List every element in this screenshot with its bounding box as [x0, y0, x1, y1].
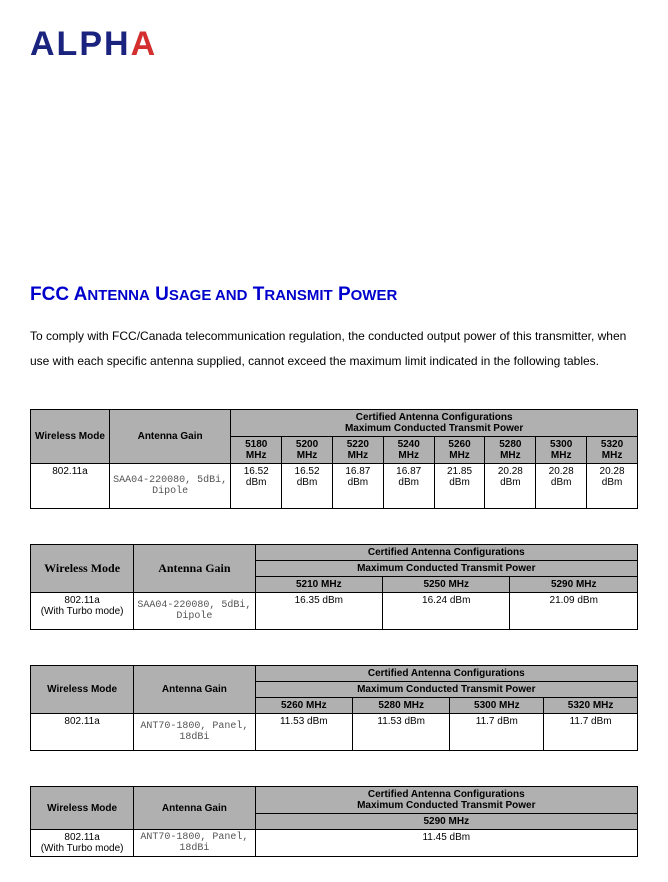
t3-mode-header: Wireless Mode — [31, 666, 134, 714]
t3-freq-3: 5320 MHz — [544, 698, 638, 714]
t2-freq-1: 5250 MHz — [383, 577, 510, 593]
t1-v5: 20.28 dBm — [485, 464, 536, 509]
t1-freq-5: 5280 MHz — [485, 437, 536, 464]
t1-freq-0: 5180 MHz — [231, 437, 282, 464]
t3-antenna: ANT70-1800, Panel, 18dBi — [134, 714, 255, 751]
t2-v0: 16.35 dBm — [255, 593, 382, 630]
page-title: FCC ANTENNA USAGE AND TRANSMIT POWER — [30, 284, 638, 306]
t1-mode-header: Wireless Mode — [31, 410, 110, 464]
t3-v0: 11.53 dBm — [255, 714, 352, 751]
t1-freq-3: 5240 MHz — [383, 437, 434, 464]
t4-freq-0: 5290 MHz — [255, 814, 637, 830]
logo: ALPHA — [30, 25, 638, 64]
t1-freq-1: 5200 MHz — [282, 437, 333, 464]
t1-cert-header: Certified Antenna Configurations Maximum… — [231, 410, 638, 437]
t4-mode-header: Wireless Mode — [31, 787, 134, 830]
intro-text: To comply with FCC/Canada telecommunicat… — [30, 324, 638, 374]
t3-freq-1: 5280 MHz — [353, 698, 450, 714]
t3-v1: 11.53 dBm — [353, 714, 450, 751]
table-2: Wireless Mode Antenna Gain Certified Ant… — [30, 544, 638, 630]
t3-v2: 11.7 dBm — [450, 714, 544, 751]
t3-freq-0: 5260 MHz — [255, 698, 352, 714]
table-1: Wireless Mode Antenna Gain Certified Ant… — [30, 409, 638, 509]
t2-mode-header: Wireless Mode — [31, 545, 134, 593]
t3-mode: 802.11a — [31, 714, 134, 751]
t1-v7: 20.28 dBm — [587, 464, 638, 509]
t4-mode: 802.11a (With Turbo mode) — [31, 830, 134, 857]
t3-max-header: Maximum Conducted Transmit Power — [255, 682, 637, 698]
t3-freq-2: 5300 MHz — [450, 698, 544, 714]
table-row: 802.11a (With Turbo mode) SAA04-220080, … — [31, 593, 638, 630]
t1-v3: 16.87 dBm — [383, 464, 434, 509]
t4-antenna: ANT70-1800, Panel, 18dBi — [134, 830, 255, 857]
t1-freq-7: 5320 MHz — [587, 437, 638, 464]
t2-freq-2: 5290 MHz — [510, 577, 638, 593]
t2-cert-header: Certified Antenna Configurations — [255, 545, 637, 561]
t4-v0: 11.45 dBm — [255, 830, 637, 857]
t2-v1: 16.24 dBm — [383, 593, 510, 630]
t4-gain-header: Antenna Gain — [134, 787, 255, 830]
t4-cert-header: Certified Antenna Configurations Maximum… — [255, 787, 637, 814]
t1-v4: 21.85 dBm — [434, 464, 485, 509]
t1-freq-4: 5260 MHz — [434, 437, 485, 464]
t2-v2: 21.09 dBm — [510, 593, 638, 630]
t3-cert-header: Certified Antenna Configurations — [255, 666, 637, 682]
table-row: 802.11a ANT70-1800, Panel, 18dBi 11.53 d… — [31, 714, 638, 751]
table-3: Wireless Mode Antenna Gain Certified Ant… — [30, 665, 638, 751]
t3-v3: 11.7 dBm — [544, 714, 638, 751]
t2-max-header: Maximum Conducted Transmit Power — [255, 561, 637, 577]
t1-v2: 16.87 dBm — [332, 464, 383, 509]
t3-gain-header: Antenna Gain — [134, 666, 255, 714]
t1-freq-2: 5220 MHz — [332, 437, 383, 464]
t1-v1: 16.52 dBm — [282, 464, 333, 509]
t1-v0: 16.52 dBm — [231, 464, 282, 509]
t1-antenna: SAA04-220080, 5dBi, Dipole — [109, 464, 230, 509]
t1-v6: 20.28 dBm — [536, 464, 587, 509]
logo-text: ALPHA — [30, 25, 157, 64]
t2-freq-0: 5210 MHz — [255, 577, 382, 593]
table-4: Wireless Mode Antenna Gain Certified Ant… — [30, 786, 638, 857]
t2-mode: 802.11a (With Turbo mode) — [31, 593, 134, 630]
table-row: 802.11a (With Turbo mode) ANT70-1800, Pa… — [31, 830, 638, 857]
t1-gain-header: Antenna Gain — [109, 410, 230, 464]
t2-gain-header: Antenna Gain — [134, 545, 255, 593]
t1-freq-6: 5300 MHz — [536, 437, 587, 464]
table-row: 802.11a SAA04-220080, 5dBi, Dipole 16.52… — [31, 464, 638, 509]
t2-antenna: SAA04-220080, 5dBi, Dipole — [134, 593, 255, 630]
t1-mode: 802.11a — [31, 464, 110, 509]
